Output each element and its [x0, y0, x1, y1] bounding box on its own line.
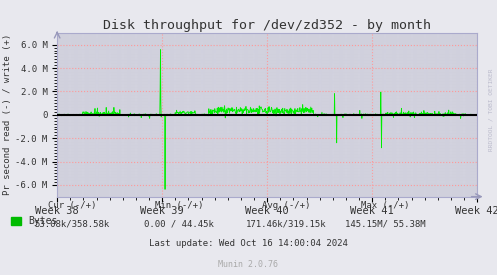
Text: Cur (-/+): Cur (-/+) [48, 201, 96, 210]
Y-axis label: Pr second read (-) / write (+): Pr second read (-) / write (+) [3, 34, 12, 196]
Text: 0.00 / 44.45k: 0.00 / 44.45k [144, 220, 214, 229]
Text: Max (-/+): Max (-/+) [361, 201, 410, 210]
Text: 145.15M/ 55.38M: 145.15M/ 55.38M [345, 220, 425, 229]
Text: Avg (-/+): Avg (-/+) [261, 201, 310, 210]
Legend: Bytes: Bytes [7, 213, 62, 230]
Text: 53.08k/358.58k: 53.08k/358.58k [34, 220, 110, 229]
Title: Disk throughput for /dev/zd352 - by month: Disk throughput for /dev/zd352 - by mont… [103, 19, 431, 32]
Text: Munin 2.0.76: Munin 2.0.76 [219, 260, 278, 269]
Text: Last update: Wed Oct 16 14:00:04 2024: Last update: Wed Oct 16 14:00:04 2024 [149, 239, 348, 248]
Text: RRDTOOL / TOBI OETIKER: RRDTOOL / TOBI OETIKER [488, 69, 493, 151]
Text: Min (-/+): Min (-/+) [155, 201, 203, 210]
Text: 171.46k/319.15k: 171.46k/319.15k [246, 220, 326, 229]
